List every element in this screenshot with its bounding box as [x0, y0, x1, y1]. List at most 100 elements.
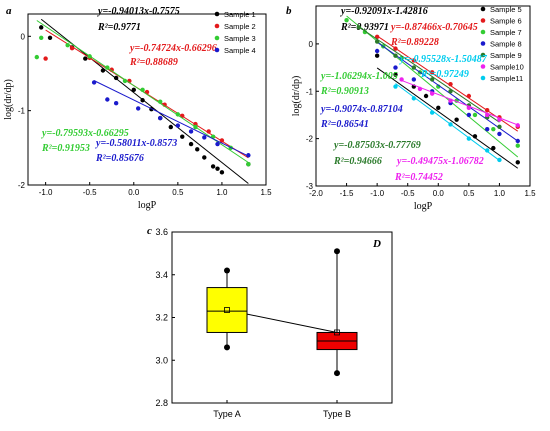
data-point [34, 54, 40, 60]
data-point [466, 105, 472, 111]
data-point [448, 98, 453, 103]
panel-c: 2.8 3.0 3.2 3.4 3.6 Type A Type B c D [147, 225, 393, 419]
fit-line [376, 67, 519, 169]
data-point [374, 53, 380, 58]
y-tick-label: 3.6 [155, 227, 168, 237]
x-tick-label: -1.0 [39, 188, 53, 197]
plot-frame [171, 231, 393, 404]
data-point [246, 153, 251, 158]
legend-marker [480, 52, 486, 58]
data-point [429, 77, 435, 82]
y-axis-label: log(dr/dp) [3, 79, 14, 120]
data-point [399, 77, 404, 82]
data-point [411, 77, 417, 82]
legend-label: Sample 2 [224, 22, 256, 31]
x-tick-label: Type B [323, 409, 351, 419]
data-point [429, 91, 435, 96]
fit-r-squared: R²=0.9771 [97, 22, 141, 33]
data-point [246, 161, 251, 167]
data-point [47, 35, 53, 40]
data-point [429, 70, 435, 75]
data-point [356, 25, 361, 30]
legend-marker [214, 47, 220, 53]
x-tick-label: Type A [213, 409, 241, 419]
y-axis-label: log(dr/dp) [291, 76, 302, 117]
data-point [202, 155, 207, 160]
data-point [105, 97, 110, 102]
data-point [105, 65, 110, 70]
data-point [193, 124, 198, 130]
x-tick-label: -0.5 [83, 188, 97, 197]
legend-label: Sample 4 [224, 46, 256, 55]
data-point [454, 117, 459, 122]
data-point [485, 108, 490, 113]
fit-r-squared: R²=0.85676 [95, 153, 144, 164]
data-point [91, 80, 97, 85]
data-point [202, 135, 207, 140]
data-point [497, 124, 502, 129]
legend-marker [480, 29, 486, 35]
y-tick-label: 3.0 [155, 355, 168, 365]
fit-r-squared: R²=0.93971 [340, 22, 389, 33]
data-point [491, 145, 496, 151]
data-point [393, 46, 398, 51]
data-point [113, 75, 119, 81]
fit-equation: y=-0.79593x-0.66295 [41, 128, 129, 139]
data-point [448, 89, 453, 94]
legend-label: Sample 8 [490, 40, 522, 49]
data-point [215, 166, 220, 171]
x-tick-label: -0.5 [401, 189, 415, 198]
data-point [219, 138, 225, 143]
fit-r-squared: R²=0.89228 [390, 37, 439, 48]
series-sample-4 [91, 80, 251, 158]
x-tick-label: 1.5 [524, 189, 536, 198]
fit-r-squared: R²=0.74452 [394, 172, 443, 183]
data-point [472, 112, 478, 118]
data-point [362, 29, 368, 35]
data-point [448, 122, 453, 127]
data-point [122, 78, 128, 84]
fit-r-squared: R²=0.86541 [320, 119, 369, 130]
fit-r-squared: R²=0.91953 [41, 143, 90, 154]
panel-label: a [6, 5, 12, 17]
data-point [497, 157, 502, 163]
data-point [497, 131, 502, 137]
fit-line [395, 83, 500, 161]
series-sample10 [399, 77, 520, 128]
data-point [180, 134, 185, 139]
mean-marker [334, 329, 340, 336]
x-tick-label: -2.0 [309, 189, 323, 198]
data-point [215, 141, 220, 147]
panel-a: -1.0 -0.5 0.0 0.5 1.0 1.5 -2 -1 0 logP log(dr/dp) a… [3, 5, 272, 211]
panel-label: b [286, 5, 292, 17]
data-point [497, 117, 502, 122]
data-point [466, 93, 472, 99]
x-axis-label: logP [138, 200, 157, 211]
data-point [411, 65, 417, 70]
data-point [69, 46, 75, 51]
box-type-a [206, 267, 248, 351]
x-tick-label: 0.5 [172, 188, 184, 197]
fit-line [376, 41, 519, 142]
legend-marker [480, 75, 486, 81]
data-point [411, 96, 417, 101]
data-point [113, 101, 119, 106]
legend-marker [214, 35, 220, 41]
fit-equation: y=-0.49475x-1.06782 [396, 156, 484, 167]
mean-marker [224, 307, 230, 313]
data-point [158, 115, 163, 121]
legend-marker [480, 6, 486, 12]
box-type-b [316, 248, 358, 377]
y-tick-label: 3.4 [155, 270, 168, 280]
x-tick-label: 1.0 [216, 188, 228, 197]
fit-equation: y=-0.94013x-0.7575 [97, 6, 180, 17]
data-point [417, 86, 423, 92]
data-point [39, 35, 44, 40]
legend-marker [480, 18, 486, 23]
legend-label: Sample 6 [490, 17, 522, 26]
fit-equation: y=-0.9074x-0.87104 [320, 104, 403, 115]
series-sample-5 [374, 53, 520, 169]
legend-marker [480, 41, 486, 46]
data-point [87, 54, 92, 59]
